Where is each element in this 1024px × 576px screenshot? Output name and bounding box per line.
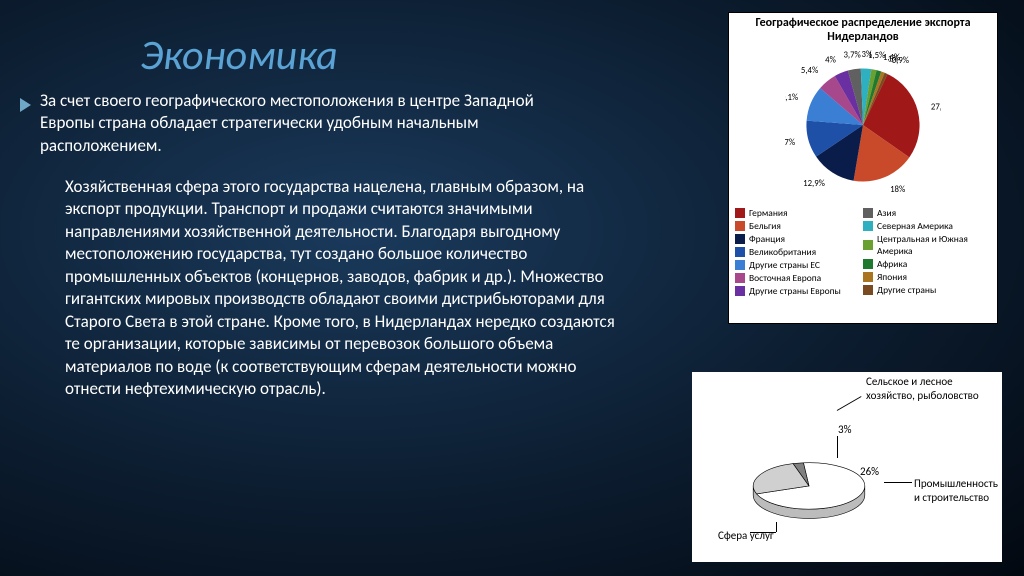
legend-label: Другие страны [877,284,936,296]
page-title: Экономика [140,30,338,81]
legend-item: Северная Америка [863,220,991,232]
c2-label-agri1: Сельское и лесное [866,376,953,389]
legend-label: Центральная и Южная Америка [877,233,991,257]
legend-label: Германия [749,207,788,219]
legend-swatch [863,240,873,250]
legend-item: Другие страны ЕС [735,259,863,271]
economy-sectors-chart: Сельское и лесное хозяйство, рыболовство… [692,372,1002,562]
body-paragraph: Хозяйственная сфера этого государства на… [65,176,631,400]
chart2-pie [734,458,884,520]
legend-label: Великобритания [749,246,816,258]
legend-item: Азия [863,207,991,219]
legend-item: Центральная и Южная Америка [863,233,991,257]
chart1-pie: 27,6%18%12,9%10,7%10,1%5,4%4%3,7%3%1,5%1… [785,47,941,203]
legend-item: Германия [735,207,863,219]
legend-label: Бельгия [749,220,781,232]
pie-slice-label: 18% [890,184,905,194]
bullet-icon [20,98,31,112]
legend-label: Япония [877,271,907,283]
legend-swatch [863,221,873,231]
legend-swatch [735,286,745,296]
legend-label: Восточная Европа [749,272,821,284]
legend-item: Африка [863,258,991,270]
legend-item: Другие страны Европы [735,285,863,297]
c2-label-agri2: хозяйство, рыболовство [866,390,979,403]
c2-leader [884,482,912,483]
pie-slice-label: 5,4% [801,66,818,76]
legend-swatch [863,259,873,269]
pie-slice-label: 4% [825,55,836,65]
legend-label: Другие страны Европы [749,285,841,297]
legend-label: Азия [877,207,896,219]
c2-leader [837,396,862,411]
legend-item: Восточная Европа [735,272,863,284]
chart1-title: Географическое распределение экспорта Ни… [735,17,991,45]
legend-item: Япония [863,271,991,283]
c2-label-prom1: Промышленность [914,478,998,491]
legend-swatch [735,208,745,218]
legend-label: Другие страны ЕС [749,259,820,271]
legend-swatch [735,221,745,231]
legend-item: Франция [735,233,863,245]
c2-pct-3: 3% [838,424,851,437]
legend-swatch [735,273,745,283]
legend-swatch [863,285,873,295]
legend-swatch [863,272,873,282]
legend-item: Великобритания [735,246,863,258]
export-distribution-chart: Географическое распределение экспорта Ни… [728,12,998,324]
legend-swatch [735,260,745,270]
legend-label: Франция [749,233,785,245]
legend-swatch [735,247,745,257]
intro-paragraph: За счет своего географического местополо… [40,90,576,157]
chart1-legend: ГерманияБельгияФранцияВеликобританияДруг… [735,207,991,298]
pie-slice-label: 10,1% [785,93,798,103]
legend-item: Бельгия [735,220,863,232]
legend-swatch [735,234,745,244]
legend-swatch [863,208,873,218]
legend-label: Северная Америка [877,220,953,232]
legend-label: Африка [877,258,907,270]
pie-slice-label: 27,6% [931,102,941,112]
c2-leader [776,522,777,532]
c2-leader [750,532,776,533]
c2-leader [837,436,838,458]
pie-slice-label: 0,9% [892,56,909,66]
legend-item: Другие страны [863,284,991,296]
c2-label-prom2: и строительство [914,492,989,505]
pie-slice-label: 3,7% [843,50,860,60]
pie-slice-label: 12,9% [803,179,825,189]
pie-slice-label: 10,7% [785,138,795,148]
